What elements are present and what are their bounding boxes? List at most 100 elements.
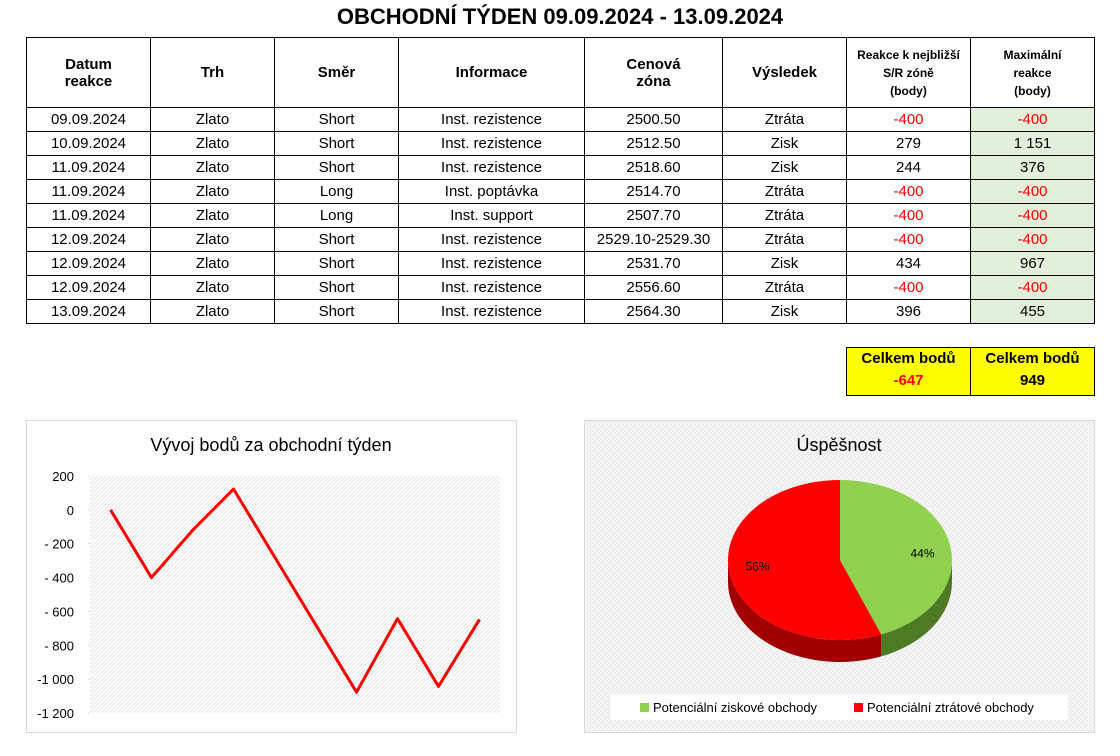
table-cell: -400 <box>970 179 1095 204</box>
table-cell: -400 <box>970 227 1095 252</box>
table-cell: Inst. rezistence <box>398 131 585 156</box>
table-cell: -400 <box>846 107 971 132</box>
table-cell: 12.09.2024 <box>26 275 151 300</box>
table-cell: 12.09.2024 <box>26 227 151 252</box>
table-cell: Zlato <box>150 299 275 324</box>
data-label: 44% <box>910 546 934 560</box>
pie-side <box>881 560 952 657</box>
trades-table: Datum reakce Trh Směr Informace Cenová zóna V… <box>26 37 1095 324</box>
table-cell: Short <box>274 251 399 276</box>
header-cell: Směr <box>274 37 399 108</box>
header-cell: Informace <box>398 37 585 108</box>
legend-label: Potenciální ziskové obchody <box>653 700 818 715</box>
chart-title: Úspěšnost <box>796 434 881 455</box>
table-cell: -400 <box>970 275 1095 300</box>
table-cell: Ztráta <box>722 107 847 132</box>
table-cell: 396 <box>846 299 971 324</box>
y-tick-label: - 800 <box>44 638 74 653</box>
table-cell: -400 <box>846 203 971 228</box>
data-label: 56% <box>745 560 769 574</box>
table-cell: 2507.70 <box>584 203 723 228</box>
legend-swatch <box>640 703 649 712</box>
y-tick-label: - 400 <box>44 571 74 586</box>
table-cell: 1 151 <box>970 131 1095 156</box>
table-cell: Zlato <box>150 179 275 204</box>
table-cell: Zisk <box>722 155 847 180</box>
table-cell: Short <box>274 131 399 156</box>
table-cell: Inst. support <box>398 203 585 228</box>
pie-slice <box>840 480 952 635</box>
table-cell: -400 <box>970 203 1095 228</box>
table-row: 09.09.2024 Zlato Short Inst. rezistence 2500… <box>26 107 1095 132</box>
chart-title: Vývoj bodů za obchodní týden <box>150 435 391 455</box>
table-row: 11.09.2024 Zlato Long Inst. poptávka 2514.70… <box>26 179 1095 204</box>
table-cell: 10.09.2024 <box>26 131 151 156</box>
table-cell: 2518.60 <box>584 155 723 180</box>
table-cell: 376 <box>970 155 1095 180</box>
table-cell: -400 <box>846 275 971 300</box>
table-cell: Ztráta <box>722 227 847 252</box>
table-cell: 455 <box>970 299 1095 324</box>
table-cell: Inst. rezistence <box>398 107 585 132</box>
table-cell: Ztráta <box>722 203 847 228</box>
pie-chart: Úspěšnost 44% 56% Potenciální ziskové obch… <box>584 420 1095 733</box>
table-cell: Inst. rezistence <box>398 155 585 180</box>
total-box: Celkem bodů -647 <box>846 347 971 396</box>
table-cell: Zisk <box>722 131 847 156</box>
table-cell: 11.09.2024 <box>26 203 151 228</box>
table-cell: Short <box>274 299 399 324</box>
header-cell: Výsledek <box>722 37 847 108</box>
table-row: 11.09.2024 Zlato Long Inst. support 2507.70 Z… <box>26 203 1095 228</box>
total-label: Celkem bodů <box>861 350 956 367</box>
total-value: -647 <box>893 372 924 389</box>
table-row: 12.09.2024 Zlato Short Inst. rezistence 2531… <box>26 251 1095 276</box>
table-cell: 2500.50 <box>584 107 723 132</box>
table-cell: Inst. rezistence <box>398 275 585 300</box>
table-cell: Zisk <box>722 299 847 324</box>
table-cell: 09.09.2024 <box>26 107 151 132</box>
pie-slice <box>728 480 882 640</box>
table-cell: Ztráta <box>722 179 847 204</box>
header-cell: Reakce k nejbližší S/R zóně (body) <box>846 37 971 108</box>
table-cell: -400 <box>846 179 971 204</box>
table-cell: Inst. rezistence <box>398 299 585 324</box>
table-cell: 11.09.2024 <box>26 179 151 204</box>
table-cell: Zisk <box>722 251 847 276</box>
table-cell: 2512.50 <box>584 131 723 156</box>
legend <box>610 694 1068 720</box>
table-cell: Zlato <box>150 275 275 300</box>
table-row: 12.09.2024 Zlato Short Inst. rezistence 2556… <box>26 275 1095 300</box>
table-cell: Short <box>274 275 399 300</box>
table-cell: 2531.70 <box>584 251 723 276</box>
total-value: 949 <box>1019 372 1046 389</box>
page-title: OBCHODNÍ TÝDEN 09.09.2024 - 13.09.2024 <box>336 4 784 29</box>
y-tick-label: - 200 <box>44 537 74 552</box>
header-cell: Maximální reakce (body) <box>970 37 1095 108</box>
table-row: 13.09.2024 Zlato Short Inst. rezistence 2564… <box>26 299 1095 324</box>
total-box: Celkem bodů 949 <box>970 347 1095 396</box>
table-cell: Inst. poptávka <box>398 179 585 204</box>
table-cell: Zlato <box>150 131 275 156</box>
table-cell: Zlato <box>150 227 275 252</box>
table-cell: 13.09.2024 <box>26 299 151 324</box>
table-cell: 2529.10-2529.30 <box>584 227 723 252</box>
table-cell: Short <box>274 155 399 180</box>
header-cell: Trh <box>150 37 275 108</box>
line-chart: Vývoj bodů za obchodní týden 200 0 - 200 - … <box>26 420 517 733</box>
table-cell: 12.09.2024 <box>26 251 151 276</box>
table-cell: 434 <box>846 251 971 276</box>
table-cell: 2514.70 <box>584 179 723 204</box>
legend-swatch <box>854 703 863 712</box>
table-cell: Zlato <box>150 251 275 276</box>
table-cell: 279 <box>846 131 971 156</box>
table-cell: 2564.30 <box>584 299 723 324</box>
y-tick-label: 200 <box>52 469 74 484</box>
table-row: 12.09.2024 Zlato Short Inst. rezistence 2529… <box>26 227 1095 252</box>
table-cell: Inst. rezistence <box>398 251 585 276</box>
table-cell: -400 <box>846 227 971 252</box>
table-cell: 967 <box>970 251 1095 276</box>
table-cell: Short <box>274 107 399 132</box>
table-cell: 11.09.2024 <box>26 155 151 180</box>
y-tick-label: - 600 <box>44 604 74 619</box>
